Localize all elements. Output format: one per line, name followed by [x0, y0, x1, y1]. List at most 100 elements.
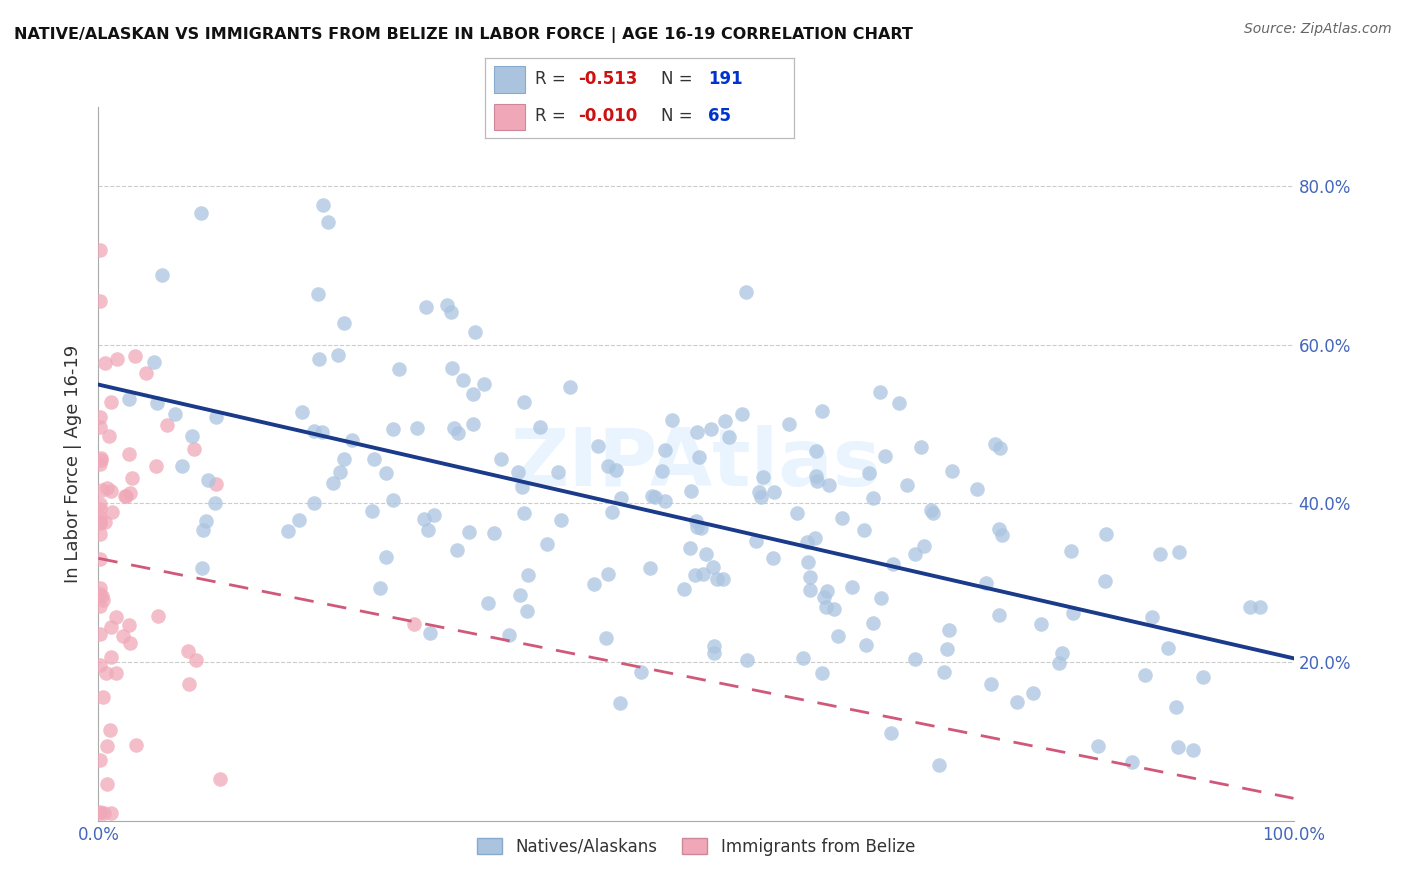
Point [423, 508, 446, 522]
Point [711, 572, 734, 586]
Point [446, 543, 468, 558]
Point [89, 753, 111, 767]
Point [938, 623, 960, 637]
Point [745, 534, 768, 549]
Point [1157, 640, 1180, 655]
Point [811, 666, 834, 681]
Text: NATIVE/ALASKAN VS IMMIGRANTS FROM BELIZE IN LABOR FORCE | AGE 16-19 CORRELATION : NATIVE/ALASKAN VS IMMIGRANTS FROM BELIZE… [14, 27, 912, 43]
Point [517, 567, 540, 582]
Point [928, 758, 950, 772]
Text: -0.513: -0.513 [578, 70, 637, 88]
Point [104, 666, 127, 681]
Point [96, 481, 118, 495]
Point [882, 557, 904, 571]
Point [458, 525, 481, 540]
Point [762, 484, 785, 499]
Point [463, 417, 485, 431]
Point [89, 587, 111, 601]
Point [1029, 617, 1052, 632]
Point [96, 777, 118, 791]
Point [679, 541, 702, 556]
Point [89, 420, 111, 434]
Text: N =: N = [661, 70, 699, 88]
Point [112, 629, 135, 643]
Point [796, 534, 818, 549]
Point [498, 628, 520, 642]
Point [920, 502, 942, 516]
Point [191, 561, 214, 575]
Point [1149, 547, 1171, 561]
Point [932, 665, 955, 679]
Point [156, 418, 179, 433]
Point [536, 536, 558, 550]
Point [89, 293, 111, 308]
Point [547, 465, 569, 479]
Point [375, 466, 398, 480]
Text: N =: N = [661, 107, 699, 125]
Point [609, 696, 631, 710]
Point [190, 205, 212, 219]
Point [115, 489, 138, 503]
Point [804, 531, 827, 545]
Point [89, 599, 111, 613]
Point [922, 506, 945, 520]
Point [896, 478, 918, 492]
Point [340, 433, 363, 447]
Point [1181, 743, 1204, 757]
Point [679, 484, 702, 499]
Point [415, 300, 437, 314]
Point [308, 351, 330, 366]
Point [146, 396, 169, 410]
Point [382, 492, 405, 507]
Point [89, 658, 111, 673]
Point [609, 491, 631, 505]
Point [91, 690, 114, 705]
Point [101, 505, 124, 519]
Point [702, 560, 724, 574]
Bar [495, 66, 526, 93]
Point [360, 504, 382, 518]
Point [703, 646, 725, 660]
Point [690, 520, 713, 534]
Text: R =: R = [534, 70, 571, 88]
Point [685, 425, 707, 439]
Point [941, 464, 963, 478]
Point [630, 665, 652, 680]
Point [124, 349, 146, 363]
Bar [495, 103, 526, 130]
Point [120, 485, 142, 500]
Point [731, 407, 754, 421]
Point [799, 582, 821, 597]
Point [654, 443, 676, 458]
Point [183, 442, 205, 456]
Point [841, 580, 863, 594]
Point [322, 475, 344, 490]
Point [516, 604, 538, 618]
Point [118, 636, 141, 650]
Point [474, 376, 496, 391]
Point [93, 515, 115, 529]
Point [135, 366, 157, 380]
Point [688, 450, 710, 464]
Point [150, 268, 173, 283]
Point [1191, 670, 1213, 684]
Point [461, 386, 484, 401]
Point [1087, 739, 1109, 753]
Point [118, 446, 141, 460]
Point [595, 631, 617, 645]
Point [813, 590, 835, 604]
Point [89, 581, 111, 595]
Point [988, 608, 1011, 623]
Point [89, 509, 111, 524]
Point [165, 407, 187, 421]
Point [117, 392, 139, 406]
Point [673, 582, 696, 596]
Point [97, 428, 120, 442]
Point [89, 551, 111, 566]
Point [89, 457, 111, 471]
Point [550, 513, 572, 527]
Point [823, 602, 845, 616]
Point [862, 615, 884, 630]
Point [815, 584, 838, 599]
Point [436, 298, 458, 312]
